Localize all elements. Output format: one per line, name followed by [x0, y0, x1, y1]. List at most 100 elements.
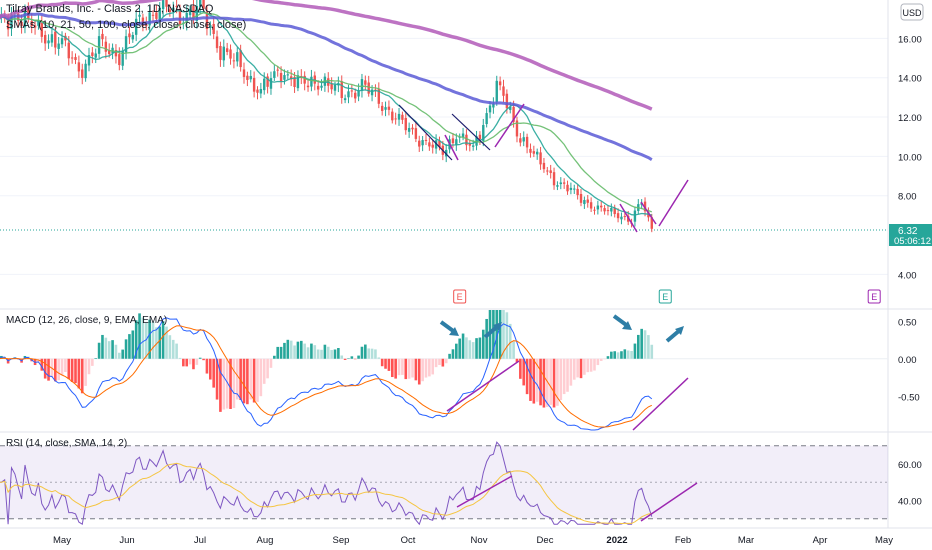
macd-histogram-bar [606, 356, 610, 359]
macd-histogram-bar [458, 338, 461, 359]
macd-histogram-bar [569, 358, 573, 386]
candle [549, 164, 552, 179]
candle [114, 44, 118, 64]
macd-histogram-bar [583, 358, 586, 375]
candle [161, 0, 165, 18]
trendline-annotation [658, 179, 689, 227]
candle [498, 76, 502, 91]
macd-histogram-bar [74, 358, 77, 384]
macd-histogram-bar [535, 358, 539, 402]
countdown-label: 05:06:12 [894, 236, 931, 247]
candle [600, 200, 603, 212]
macd-histogram-bar [43, 358, 47, 379]
candle [40, 15, 44, 43]
candle [532, 145, 536, 158]
macd-histogram-bar [589, 358, 593, 372]
candle [155, 4, 158, 23]
candle [202, 0, 205, 13]
macd-histogram-bar [158, 326, 162, 359]
price-tick-label: 12.00 [898, 113, 922, 124]
candle [424, 133, 428, 145]
macd-histogram-bar [70, 358, 74, 383]
macd-histogram-bar [333, 349, 337, 359]
candle [525, 133, 529, 154]
macd-histogram-bar [481, 329, 485, 359]
candle [428, 137, 431, 151]
macd-histogram-bar [296, 341, 300, 359]
earnings-marker[interactable]: E [867, 289, 881, 304]
macd-histogram-bar [293, 345, 296, 359]
candle [579, 188, 583, 207]
earnings-marker[interactable]: E [658, 289, 672, 304]
candle [97, 28, 101, 59]
macd-histogram-bar [279, 346, 283, 359]
candle [421, 136, 424, 152]
candle [10, 6, 13, 36]
macd-histogram-bar [320, 349, 323, 359]
candle [414, 122, 418, 143]
macd-histogram-bar [367, 348, 370, 359]
macd-histogram-bar [232, 358, 236, 409]
candle [269, 71, 273, 95]
macd-histogram-bar [529, 358, 532, 401]
candle [411, 124, 414, 135]
macd-histogram-bar [242, 358, 246, 404]
arrow-up-right-icon [483, 322, 502, 339]
candle [205, 4, 209, 36]
candle [522, 131, 525, 147]
candle [495, 75, 498, 106]
time-tick-label: Oct [401, 535, 416, 546]
macd-histogram-bar [185, 358, 189, 367]
candle [64, 32, 67, 47]
macd-histogram-bar [562, 358, 566, 395]
macd-histogram-bar [502, 310, 505, 359]
svg-text:E: E [871, 292, 877, 302]
candle [431, 140, 434, 154]
macd-histogram-bar [475, 338, 478, 359]
macd-line [0, 317, 653, 431]
macd-histogram-bar [630, 350, 633, 359]
macd-histogram-bar [603, 358, 606, 360]
candle [606, 205, 610, 216]
macd-histogram-bar [64, 358, 67, 373]
candle [620, 212, 623, 225]
candle [394, 112, 397, 125]
price-tick-label: 8.00 [898, 192, 917, 203]
macd-histogram-bar [313, 345, 317, 359]
macd-histogram-bar [239, 358, 242, 400]
earnings-marker[interactable]: E [453, 289, 467, 304]
price-scale[interactable]: USD 16.00 14.00 12.00 10.00 8.00 4.00 0.50 0.0… [889, 3, 932, 507]
time-axis[interactable]: May Jun Jul Aug Sep Oct Nov Dec 2022 Feb Mar Apr May [53, 535, 893, 546]
macd-histogram-bar [519, 358, 522, 379]
macd-histogram-bar [596, 358, 600, 366]
macd-histogram-bar [397, 358, 401, 376]
macd-histogram-bar [175, 343, 178, 359]
candle [407, 122, 411, 138]
macd-histogram-bar [377, 357, 381, 359]
candle [134, 11, 138, 42]
candle [401, 111, 404, 125]
sma-lines [0, 0, 653, 216]
candle [562, 178, 566, 189]
macd-histogram-bar [259, 358, 263, 397]
time-tick-label: May [53, 535, 71, 546]
rsi-ma-line [0, 462, 652, 525]
candle [273, 65, 276, 81]
arrow-down-right-icon [612, 314, 632, 330]
currency-badge[interactable]: USD [900, 3, 924, 21]
macd-histogram-bar [171, 339, 175, 359]
macd-histogram-bar [57, 358, 60, 381]
rsi-annotations [456, 475, 698, 522]
candle [418, 135, 421, 152]
macd-histogram-bar [256, 358, 259, 402]
macd-histogram-bar [390, 358, 394, 378]
price-tick-label: 16.00 [898, 34, 922, 45]
candle [536, 148, 539, 160]
candle [276, 65, 279, 77]
macd-histogram-bar [80, 358, 84, 394]
macd-histogram-bar [593, 358, 596, 371]
time-tick-label: Mar [738, 535, 754, 546]
macd-histogram-bar [128, 334, 131, 359]
